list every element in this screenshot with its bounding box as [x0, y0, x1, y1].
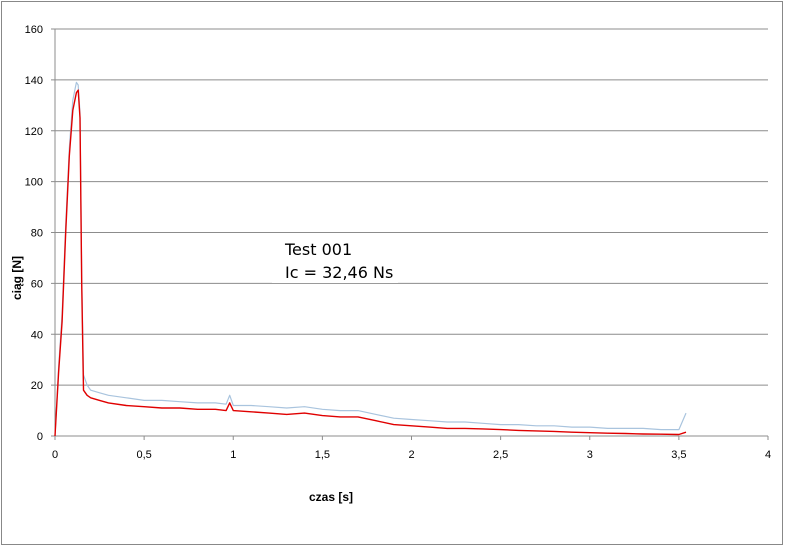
smoothed-series-line	[54, 89, 687, 437]
y-tick-labels: 0 20 40 60 80 100 120 140 160	[25, 24, 43, 443]
y-tick-label: 120	[25, 126, 43, 138]
x-axis-title: czas [s]	[309, 490, 354, 504]
axes	[51, 28, 769, 440]
x-tick-label: 2	[408, 449, 414, 461]
y-tick-label: 0	[37, 431, 43, 443]
y-tick-label: 20	[31, 380, 43, 392]
y-tick-label: 140	[25, 75, 43, 87]
y-axis-title: ciąg [N]	[10, 255, 24, 300]
annotation-box	[272, 233, 398, 283]
series-lines	[54, 81, 687, 437]
y-tick-label: 60	[31, 278, 43, 290]
x-tick-label: 4	[765, 449, 771, 461]
x-tick-label: 1,5	[315, 449, 330, 461]
x-tick-label: 3,5	[671, 449, 686, 461]
x-tick-label: 2,5	[493, 449, 508, 461]
x-tick-label: 3	[587, 449, 593, 461]
y-tick-label: 160	[25, 24, 43, 36]
x-tick-label: 0,5	[136, 449, 151, 461]
gridlines	[55, 28, 768, 386]
x-tick-labels: 0 0,5 1 1,5 2 2,5 3 3,5 4	[52, 449, 771, 461]
y-tick-label: 100	[25, 177, 43, 189]
x-tick-label: 1	[230, 449, 236, 461]
y-tick-label: 80	[31, 228, 43, 240]
annotation-value: Ic = 32,46 Ns	[285, 263, 394, 282]
annotation-title: Test 001	[285, 240, 353, 259]
x-tick-label: 0	[52, 449, 58, 461]
y-tick-label: 40	[31, 329, 43, 341]
